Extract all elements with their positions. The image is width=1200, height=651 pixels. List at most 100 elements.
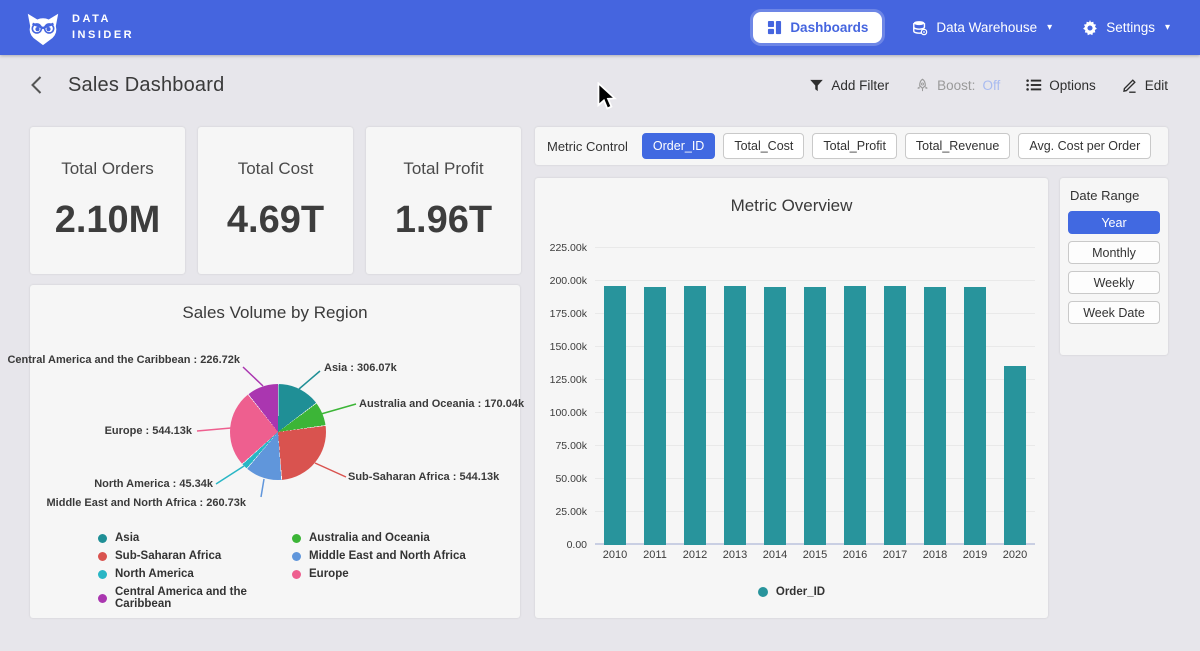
legend-item-europe[interactable]: Europe — [292, 568, 466, 580]
pie-label-asia: Asia : 306.07k — [324, 362, 397, 374]
bar-slot — [955, 240, 995, 545]
bar-slot — [995, 240, 1035, 545]
pie-label-central-america-and-the-caribbean: Central America and the Caribbean : 226.… — [7, 354, 240, 366]
pie-label-sub-saharan-africa: Sub-Saharan Africa : 544.13k — [348, 471, 500, 483]
kpi-label: Total Profit — [403, 159, 484, 178]
add-filter-button[interactable]: Add Filter — [809, 78, 889, 93]
database-icon — [913, 20, 928, 35]
kpi-value: 1.96T — [394, 199, 493, 241]
nav-dashboards[interactable]: Dashboards — [753, 12, 883, 43]
y-axis-tick: 125.00k — [549, 374, 587, 386]
metric-control-label: Metric Control — [547, 138, 628, 154]
bar-2012[interactable] — [684, 285, 706, 545]
brand: DATA INSIDER — [24, 9, 134, 47]
brand-name: DATA INSIDER — [72, 12, 135, 41]
date-range-monthly[interactable]: Monthly — [1068, 241, 1160, 264]
bar-2013[interactable] — [724, 286, 746, 545]
bar-chart-legend: Order_ID — [535, 586, 1048, 598]
gear-icon — [1083, 19, 1098, 35]
bar-2017[interactable] — [884, 286, 906, 545]
legend-item-middle-east-and-north-africa[interactable]: Middle East and North Africa — [292, 550, 466, 562]
dashboard-icon — [768, 20, 782, 35]
bar-slot — [635, 240, 675, 545]
rocket-icon — [917, 78, 929, 91]
bar-slot — [675, 240, 715, 545]
legend-item-central-america-and-the-caribbean[interactable]: Central America and the Caribbean — [98, 586, 292, 610]
kpi-value: 4.69T — [226, 199, 325, 241]
legend-label: Europe — [309, 568, 349, 580]
x-axis-tick: 2015 — [802, 549, 828, 561]
metric-option-order-id[interactable]: Order_ID — [641, 133, 716, 159]
pie-legend: Asia Australia and Oceania Sub-Saharan Afr… — [98, 532, 466, 610]
bar-2010[interactable] — [604, 286, 626, 545]
bar-slot — [755, 240, 795, 545]
legend-dot — [98, 593, 107, 603]
owl-logo-icon — [27, 13, 59, 45]
bar-2019[interactable] — [964, 286, 986, 545]
x-axis-tick: 2017 — [882, 549, 908, 561]
chevron-left-icon — [31, 76, 42, 94]
legend-item-sub-saharan-africa[interactable]: Sub-Saharan Africa — [98, 550, 292, 562]
legend-dot — [98, 533, 107, 543]
metric-control-options: Order_ID Total_Cost Total_Profit Total_Reve… — [641, 133, 1152, 159]
legend-item-north-america[interactable]: North America — [98, 568, 292, 580]
metric-option-total-cost[interactable]: Total_Cost — [723, 133, 805, 159]
kpi-total-orders: Total Orders 2.10M — [30, 127, 185, 274]
bar-2015[interactable] — [804, 286, 826, 545]
boost-status: Off — [982, 77, 1001, 93]
y-axis-tick: 25.00k — [555, 506, 587, 518]
chevron-down-icon: ▾ — [1047, 22, 1053, 33]
metric-control-bar: Metric Control Order_ID Total_Cost Total_P… — [535, 127, 1168, 165]
page-header: Sales Dashboard Add Filter Boost: Off Op… — [0, 55, 1200, 115]
back-button[interactable] — [30, 74, 52, 96]
metric-option-avg-cost-per-order[interactable]: Avg. Cost per Order — [1018, 133, 1152, 159]
date-range-year[interactable]: Year — [1068, 211, 1160, 234]
y-axis-tick: 50.00k — [555, 473, 587, 485]
x-axis-tick: 2020 — [1002, 549, 1028, 561]
legend-label: Australia and Oceania — [309, 532, 430, 544]
legend-item-australia-and-oceania[interactable]: Australia and Oceania — [292, 532, 466, 544]
legend-label: Asia — [115, 532, 140, 544]
legend-item-asia[interactable]: Asia — [98, 532, 292, 544]
date-range-week-date[interactable]: Week Date — [1068, 301, 1160, 324]
date-range-options: Year Monthly Weekly Week Date — [1068, 211, 1160, 324]
sales-volume-chart: Sales Volume by Region Asia : 306.07k Au… — [7, 285, 524, 618]
kpi-label: Total Orders — [61, 159, 154, 178]
metric-option-total-revenue[interactable]: Total_Revenue — [904, 133, 1011, 159]
bar-2014[interactable] — [764, 286, 786, 545]
metric-option-total-profit[interactable]: Total_Profit — [812, 133, 897, 159]
date-range-weekly[interactable]: Weekly — [1068, 271, 1160, 294]
pie-graphic[interactable] — [230, 384, 326, 480]
bar-chart-title: Metric Overview — [730, 196, 853, 215]
x-axis-tick: 2018 — [922, 549, 948, 561]
legend-dot — [292, 569, 301, 579]
legend-label: Order_ID — [775, 586, 826, 598]
options-button[interactable]: Options — [1026, 78, 1096, 93]
pie-chart-title: Sales Volume by Region — [182, 303, 368, 322]
bar-2018[interactable] — [924, 286, 946, 545]
page-title: Sales Dashboard — [68, 73, 225, 96]
x-axis-tick: 2011 — [643, 549, 667, 561]
pie-label-australia-and-oceania: Australia and Oceania : 170.04k — [359, 398, 525, 410]
bar-2011[interactable] — [644, 286, 666, 545]
nav-data-warehouse[interactable]: Data Warehouse ▾ — [912, 20, 1052, 36]
list-icon — [1026, 79, 1042, 91]
edit-button[interactable]: Edit — [1122, 77, 1168, 93]
nav-settings[interactable]: Settings ▾ — [1082, 19, 1170, 36]
y-axis-tick: 200.00k — [549, 275, 587, 287]
bar-2016[interactable] — [844, 285, 866, 545]
bar-2020[interactable] — [1004, 365, 1026, 545]
chevron-down-icon: ▾ — [1164, 22, 1170, 33]
legend-label: North America — [115, 568, 194, 580]
y-axis-tick: 75.00k — [555, 440, 587, 452]
bar-series — [595, 240, 1035, 545]
y-axis-tick: 0.00 — [566, 539, 587, 551]
x-axis-tick: 2013 — [722, 549, 748, 561]
metric-overview-chart: Metric Overview 225.00k 200.00k 175.00k 150… — [535, 178, 1048, 618]
boost-toggle[interactable]: Boost: Off — [915, 78, 1000, 93]
x-axis-tick: 2010 — [602, 549, 628, 561]
x-axis-tick: 2012 — [682, 549, 708, 561]
x-axis-tick: 2014 — [762, 549, 788, 561]
filter-icon — [810, 79, 824, 91]
pencil-icon — [1122, 79, 1136, 93]
